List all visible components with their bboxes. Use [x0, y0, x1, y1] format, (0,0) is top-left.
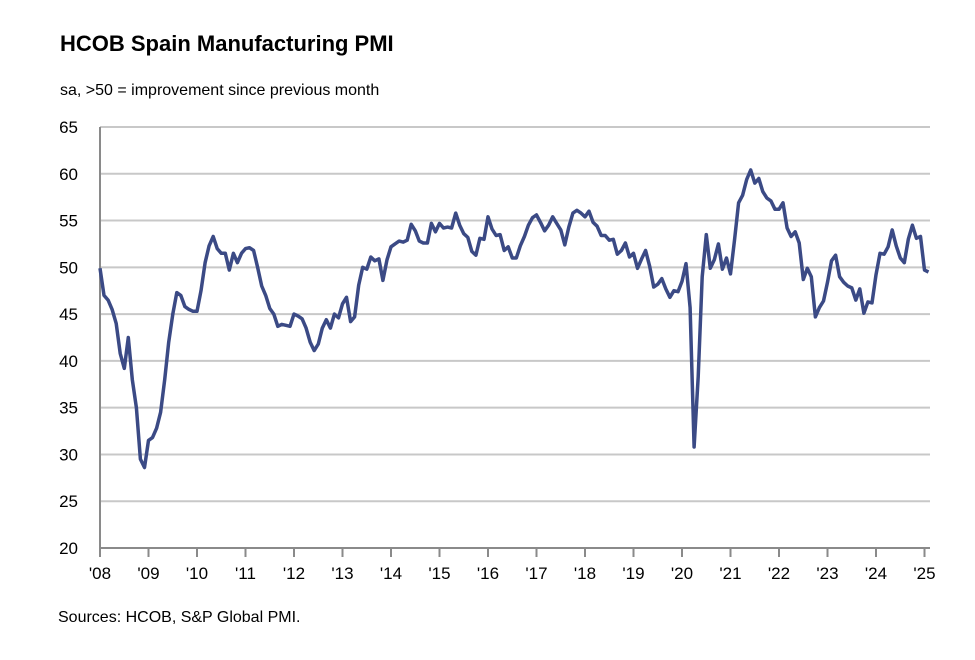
x-tick-label: '24	[865, 564, 887, 583]
x-tick-label: '22	[768, 564, 790, 583]
chart-subtitle: sa, >50 = improvement since previous mon…	[60, 82, 380, 99]
y-tick-label: 30	[59, 445, 78, 464]
y-tick-label: 35	[59, 399, 78, 418]
x-tick-label: '18	[574, 564, 596, 583]
x-tick-label: '16	[477, 564, 499, 583]
source-note: Sources: HCOB, S&P Global PMI.	[58, 609, 301, 626]
y-tick-label: 40	[59, 352, 78, 371]
x-tick-label: '19	[622, 564, 644, 583]
y-tick-label: 25	[59, 492, 78, 511]
y-tick-label: 20	[59, 539, 78, 558]
x-tick-label: '21	[719, 564, 741, 583]
x-tick-label: '20	[671, 564, 693, 583]
chart-title: HCOB Spain Manufacturing PMI	[60, 31, 394, 56]
x-tick-label: '12	[283, 564, 305, 583]
y-tick-label: 60	[59, 165, 78, 184]
y-tick-label: 50	[59, 258, 78, 277]
x-tick-label: '09	[137, 564, 159, 583]
y-tick-label: 55	[59, 212, 78, 231]
x-tick-label: '23	[816, 564, 838, 583]
x-tick-label: '15	[428, 564, 450, 583]
y-tick-label: 45	[59, 305, 78, 324]
x-tick-label: '08	[89, 564, 111, 583]
x-tick-label: '25	[913, 564, 935, 583]
y-tick-label: 65	[59, 118, 78, 137]
x-tick-label: '11	[235, 564, 256, 583]
x-tick-label: '13	[331, 564, 353, 583]
x-tick-label: '14	[380, 564, 402, 583]
x-tick-label: '10	[186, 564, 208, 583]
x-tick-label: '17	[525, 564, 547, 583]
pmi-series-line	[98, 168, 930, 470]
